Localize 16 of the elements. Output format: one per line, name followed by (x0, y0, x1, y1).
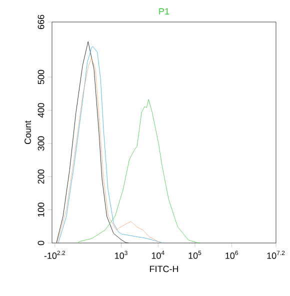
x-tick-label: 10$^{3}$ (115, 250, 128, 259)
x-axis-title: FITC-H (150, 266, 178, 272)
x-tick-label: -10$^{2.2}$ (44, 250, 66, 259)
y-tick-label: 0 (38, 240, 44, 246)
y-tick-label: 100 (38, 202, 44, 217)
y-tick-label: 400 (38, 103, 44, 118)
y-tick-label: 500 (38, 70, 44, 84)
x-tick-label: 10$^{5}$ (188, 250, 202, 259)
x-tick-label: 10$^{7.2}$ (267, 250, 285, 259)
x-tick-label: 10$^{6}$ (226, 250, 238, 259)
y-axis-title: Count (24, 120, 31, 144)
y-tick-label: 666 (38, 14, 44, 30)
x-tick-label: 10$^{4}$ (152, 250, 164, 259)
chart-title: P1 (159, 8, 170, 14)
y-tick-label: 300 (38, 136, 44, 151)
y-tick-label: 200 (38, 169, 44, 184)
